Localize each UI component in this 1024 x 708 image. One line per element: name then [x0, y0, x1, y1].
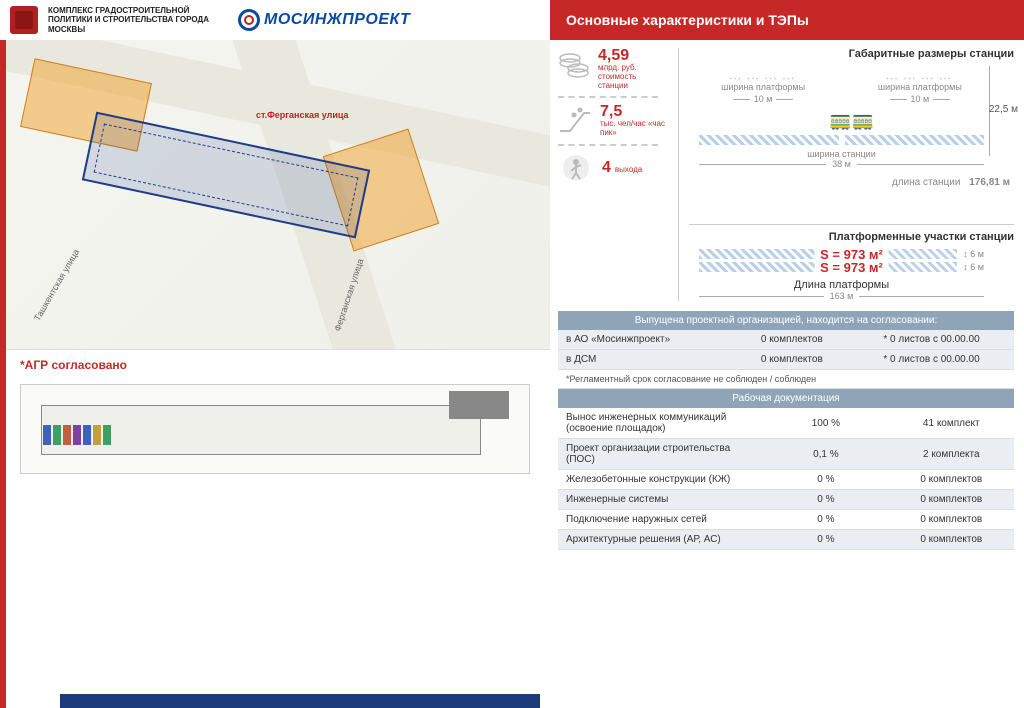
- station-label: ст.Ферганская улица: [256, 110, 349, 120]
- dimensions-panel: Габаритные размеры станции ⸼⸼⸼ ⸼⸼⸼ ⸼⸼⸼ ⸼…: [678, 48, 1014, 301]
- footer-bar: [60, 694, 540, 708]
- approval-header: Выпущена проектной организацией, находит…: [558, 311, 1014, 330]
- flow-label: тыс. чел/час «час пик»: [600, 120, 668, 138]
- coins-icon: [558, 48, 590, 80]
- cost-label: млрд. руб. стоимость станции: [598, 64, 668, 90]
- moscow-crest-icon: [10, 6, 38, 34]
- docs-table: Вынос инженерных коммуникаций (освоение …: [558, 408, 1014, 550]
- street-label-1: Ташкентская улица: [32, 247, 81, 322]
- escalator-icon: [558, 104, 592, 136]
- logo: МОСИНЖПРОЕКТ: [238, 9, 410, 31]
- dimensions-title: Габаритные размеры станции: [689, 48, 1014, 60]
- platform-area-2: S = 973 м²: [814, 260, 889, 275]
- page-title: Основные характеристики и ТЭПы: [550, 0, 1024, 40]
- platforms-panel: Платформенные участки станции ↕ 6 м S = …: [689, 224, 1014, 301]
- cost-value: 4,59: [598, 48, 668, 64]
- station-height: 22,5 м: [989, 104, 1018, 115]
- exits-label: выхода: [615, 166, 642, 175]
- flow-value: 7,5: [600, 104, 668, 120]
- docs-header: Рабочая документация: [558, 389, 1014, 408]
- tables: Выпущена проектной организацией, находит…: [558, 311, 1014, 550]
- logo-icon: [238, 9, 260, 31]
- exits-value: 4: [602, 160, 611, 176]
- exit-icon: [558, 152, 594, 184]
- approval-table: в АО «Мосинжпроект»0 комплектов* 0 листо…: [558, 330, 1014, 389]
- header-left: КОМПЛЕКС ГРАДОСТРОИТЕЛЬНОЙ ПОЛИТИКИ И СТ…: [0, 6, 550, 35]
- site-plan-map: ст.Ферганская улица Ташкентская улица Фе…: [6, 40, 550, 350]
- agr-note: *АГР согласовано: [6, 350, 550, 380]
- logo-text: МОСИНЖПРОЕКТ: [264, 11, 410, 29]
- train-icon: 🚃🚃: [689, 110, 1014, 131]
- org-name: КОМПЛЕКС ГРАДОСТРОИТЕЛЬНОЙ ПОЛИТИКИ И СТ…: [48, 6, 228, 35]
- header: КОМПЛЕКС ГРАДОСТРОИТЕЛЬНОЙ ПОЛИТИКИ И СТ…: [0, 0, 1024, 40]
- station-plan: [20, 384, 530, 474]
- key-metrics: 4,59 млрд. руб. стоимость станции 7,5 ты…: [558, 48, 668, 301]
- station-length: 176,81 м: [969, 177, 1010, 188]
